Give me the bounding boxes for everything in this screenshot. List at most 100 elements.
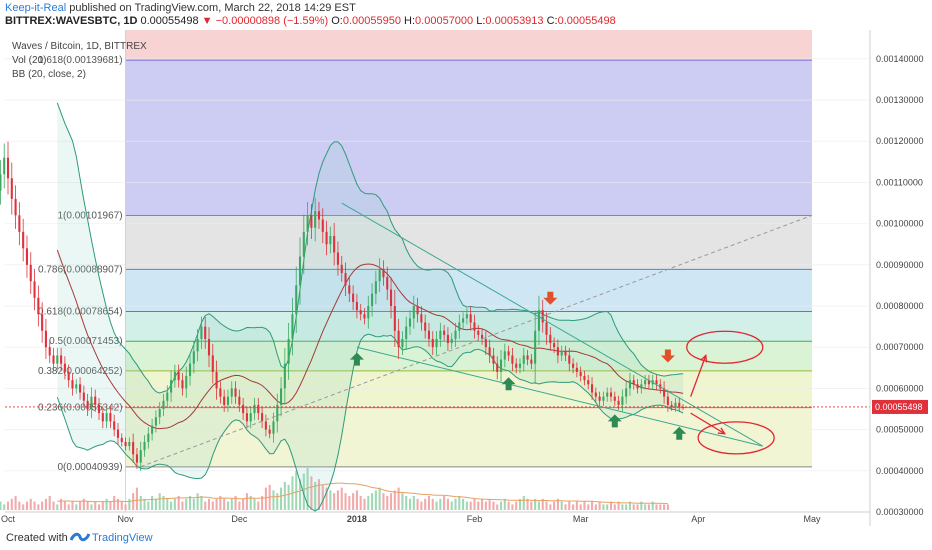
candle-body[interactable] xyxy=(568,355,571,364)
candle-body[interactable] xyxy=(276,404,279,422)
candle-body[interactable] xyxy=(3,157,6,175)
candle-body[interactable] xyxy=(602,396,605,401)
candle-body[interactable] xyxy=(147,433,150,442)
candle-body[interactable] xyxy=(181,380,184,389)
candle-body[interactable] xyxy=(90,396,93,410)
candle-body[interactable] xyxy=(594,392,597,397)
candle-body[interactable] xyxy=(625,388,628,397)
candle-body[interactable] xyxy=(450,338,453,344)
candle-body[interactable] xyxy=(79,384,82,393)
candle-body[interactable] xyxy=(317,211,321,220)
candle-body[interactable] xyxy=(291,314,294,339)
candle-body[interactable] xyxy=(14,198,17,216)
tradingview-brand[interactable]: TradingView xyxy=(92,532,153,544)
candle-body[interactable] xyxy=(386,277,389,290)
candle-body[interactable] xyxy=(29,264,32,282)
candle-body[interactable] xyxy=(549,334,552,344)
candle-body[interactable] xyxy=(33,281,36,298)
candle-body[interactable] xyxy=(469,314,472,323)
candle-body[interactable] xyxy=(420,314,423,323)
candle-body[interactable] xyxy=(545,322,548,335)
candle-body[interactable] xyxy=(223,396,226,405)
candle-body[interactable] xyxy=(143,441,146,451)
candle-body[interactable] xyxy=(564,351,567,356)
candle-body[interactable] xyxy=(644,380,647,385)
candle-body[interactable] xyxy=(283,363,286,389)
candle-body[interactable] xyxy=(116,429,120,438)
candle-body[interactable] xyxy=(310,215,313,228)
candle-body[interactable] xyxy=(560,351,563,356)
candle-body[interactable] xyxy=(378,268,381,282)
candle-body[interactable] xyxy=(613,396,616,401)
candle-body[interactable] xyxy=(238,396,241,405)
candle-body[interactable] xyxy=(355,301,358,311)
candle-body[interactable] xyxy=(44,330,47,348)
trendline[interactable] xyxy=(356,346,763,447)
candle-body[interactable] xyxy=(75,384,78,389)
candle-body[interactable] xyxy=(522,355,525,364)
candle-body[interactable] xyxy=(492,355,495,364)
candle-body[interactable] xyxy=(340,264,343,274)
candle-body[interactable] xyxy=(374,281,377,294)
candle-body[interactable] xyxy=(477,330,480,335)
candle-body[interactable] xyxy=(499,359,503,372)
candle-body[interactable] xyxy=(640,384,643,389)
candle-body[interactable] xyxy=(37,297,40,315)
candle-body[interactable] xyxy=(344,273,347,286)
candle-body[interactable] xyxy=(446,334,449,344)
candle-body[interactable] xyxy=(632,380,635,385)
candle-body[interactable] xyxy=(325,231,328,245)
candle-body[interactable] xyxy=(298,256,302,286)
candle-body[interactable] xyxy=(63,363,66,372)
candle-body[interactable] xyxy=(488,347,491,356)
candle-body[interactable] xyxy=(207,338,211,356)
candle-body[interactable] xyxy=(261,413,264,422)
candle-body[interactable] xyxy=(518,363,522,368)
candle-body[interactable] xyxy=(655,380,658,385)
trendline-dashed[interactable] xyxy=(140,214,813,468)
candle-body[interactable] xyxy=(484,338,487,348)
candle-body[interactable] xyxy=(41,314,44,331)
candle-body[interactable] xyxy=(424,322,427,331)
candle-body[interactable] xyxy=(234,388,237,397)
candle-body[interactable] xyxy=(120,437,123,442)
candle-body[interactable] xyxy=(287,338,290,364)
candle-body[interactable] xyxy=(389,289,393,307)
candle-body[interactable] xyxy=(109,413,112,422)
candle-body[interactable] xyxy=(226,396,230,405)
author-link[interactable]: Keep-it-Real xyxy=(5,2,67,14)
candle-body[interactable] xyxy=(124,441,127,447)
candle-body[interactable] xyxy=(25,248,29,265)
candle-body[interactable] xyxy=(302,231,305,257)
candle-body[interactable] xyxy=(367,306,370,319)
candle-body[interactable] xyxy=(553,343,556,348)
candle-body[interactable] xyxy=(336,252,339,265)
candle-body[interactable] xyxy=(397,330,400,348)
target-ellipse[interactable] xyxy=(686,330,764,364)
candle-body[interactable] xyxy=(166,392,169,401)
candle-body[interactable] xyxy=(663,388,666,397)
candle-body[interactable] xyxy=(215,371,218,389)
candle-body[interactable] xyxy=(431,338,434,348)
candle-body[interactable] xyxy=(173,371,176,381)
candle-body[interactable] xyxy=(408,318,412,327)
candle-body[interactable] xyxy=(617,400,620,405)
candle-body[interactable] xyxy=(113,421,116,430)
candle-body[interactable] xyxy=(348,285,351,294)
candle-body[interactable] xyxy=(86,400,89,410)
candle-body[interactable] xyxy=(628,380,632,389)
candle-body[interactable] xyxy=(572,363,575,368)
candle-body[interactable] xyxy=(82,392,85,401)
candle-body[interactable] xyxy=(268,429,271,434)
candle-body[interactable] xyxy=(507,351,510,356)
candle-body[interactable] xyxy=(245,413,248,422)
candle-body[interactable] xyxy=(659,384,662,389)
candle-body[interactable] xyxy=(135,454,138,463)
candle-body[interactable] xyxy=(678,402,681,407)
candle-body[interactable] xyxy=(295,285,298,315)
candle-body[interactable] xyxy=(154,417,157,426)
candle-body[interactable] xyxy=(333,235,336,253)
candle-body[interactable] xyxy=(94,396,97,405)
candle-body[interactable] xyxy=(454,330,457,339)
candle-body[interactable] xyxy=(382,268,385,278)
